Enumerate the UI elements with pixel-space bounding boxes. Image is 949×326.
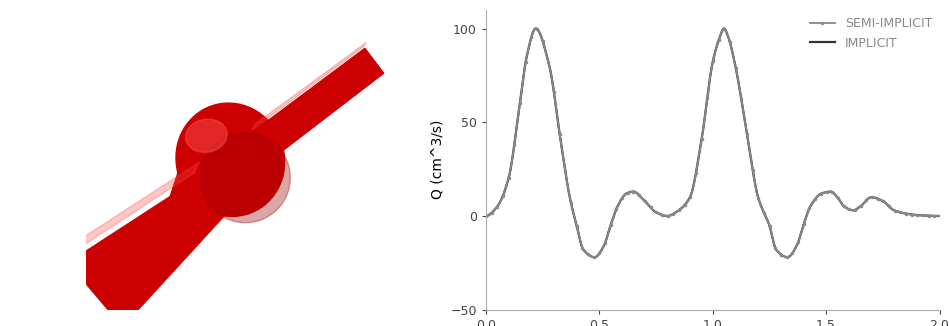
SEMI-IMPLICIT (826, 190, 837, 194)
Line: SEMI-IMPLICIT: SEMI-IMPLICIT (484, 26, 941, 259)
Polygon shape (231, 124, 281, 166)
SEMI-IMPLICIT (770, 246, 781, 250)
Ellipse shape (176, 103, 285, 216)
Polygon shape (68, 179, 227, 326)
IMPLICIT (770, 246, 781, 250)
Polygon shape (170, 136, 231, 214)
IMPLICIT (872, 197, 884, 200)
Y-axis label: Q (cm^3/s): Q (cm^3/s) (431, 120, 445, 200)
IMPLICIT (782, 255, 793, 259)
Legend: SEMI-IMPLICIT, IMPLICIT: SEMI-IMPLICIT, IMPLICIT (805, 12, 937, 54)
Ellipse shape (185, 119, 227, 152)
SEMI-IMPLICIT (872, 197, 884, 200)
IMPLICIT (530, 27, 542, 31)
Polygon shape (251, 42, 366, 130)
SEMI-IMPLICIT (508, 147, 519, 151)
IMPLICIT (826, 190, 837, 194)
IMPLICIT (480, 214, 492, 218)
Ellipse shape (200, 133, 290, 223)
IMPLICIT (744, 149, 755, 153)
SEMI-IMPLICIT (744, 149, 755, 153)
IMPLICIT (756, 206, 768, 210)
IMPLICIT (508, 147, 519, 151)
IMPLICIT (934, 214, 945, 218)
SEMI-IMPLICIT (756, 206, 768, 210)
Polygon shape (253, 48, 383, 158)
SEMI-IMPLICIT (782, 255, 793, 259)
SEMI-IMPLICIT (934, 214, 945, 218)
SEMI-IMPLICIT (530, 27, 542, 31)
SEMI-IMPLICIT (480, 214, 492, 218)
Line: IMPLICIT: IMPLICIT (486, 29, 940, 257)
Polygon shape (68, 162, 199, 255)
